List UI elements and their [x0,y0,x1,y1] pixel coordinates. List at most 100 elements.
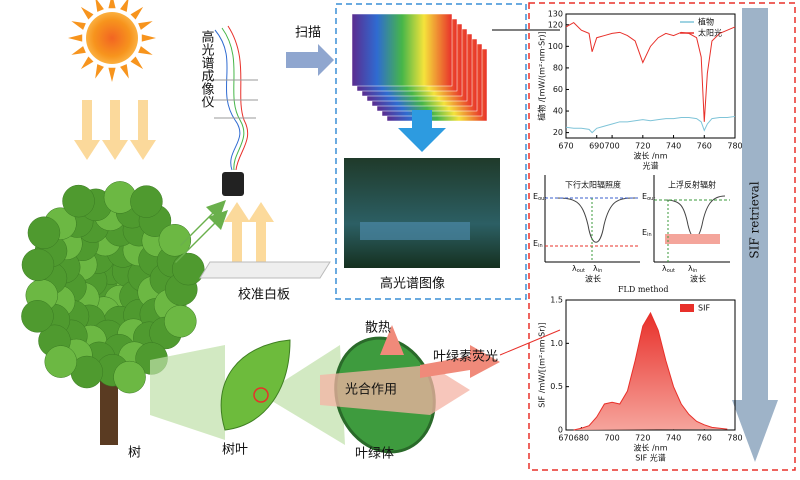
fld-up: 上浮反射辐射 [668,180,716,190]
sub: out [667,268,675,274]
x-tick-label: 680 [574,434,589,443]
legend-label: 太阳光 [698,28,722,38]
fld-ein: Ein [533,239,543,249]
x-axis-label: 波长 /nm [633,443,667,453]
subtitle: SIF 光谱 [635,453,666,463]
sun-ray [130,6,144,20]
imaging-box [335,3,527,300]
x-tick-label: 670 [558,434,573,443]
x-tick-label: 760 [697,142,712,151]
sub: out [577,268,585,274]
board-label: 校准白板 [238,287,290,303]
x-tick-label: 700 [604,434,619,443]
x-tick-label: 700 [604,142,619,151]
fld-down: 下行太阳辐照度 [565,180,621,190]
y-axis-label: 植物 /[mW/(m²·nm·Sr)] [537,31,547,120]
fluor-label: 叶绿素荧光 [433,350,498,365]
y-tick-label: 100 [548,42,563,51]
foliage [172,252,205,286]
hyperspectral-photo [344,158,500,268]
photo-label: 光合作用 [345,383,397,398]
legend-swatch [680,304,694,312]
sym: E [642,192,647,201]
sun-ray [80,56,94,70]
y-axis-label: SIF /mW/[(m²·nm·Sr)] [538,322,547,407]
sym: λ [688,264,693,273]
foliage [44,345,78,378]
camera [222,172,244,196]
foliage [27,216,61,250]
water [360,222,470,240]
y-tick-label: 120 [548,20,563,29]
pointer [499,329,561,356]
sun-ray [141,34,156,42]
fld-panel [544,175,730,263]
x-tick-label: 740 [666,142,681,151]
x-tick-label: 690 [589,142,604,151]
sym: λ [593,264,598,273]
retrieval-arrow [732,8,778,462]
sun-ray [108,67,116,82]
y-tick-label: 40 [553,107,563,116]
scan-arrow [286,44,334,76]
sym: λ [662,264,667,273]
leaf [220,339,291,431]
sun-ray [138,21,153,30]
foliage [158,224,192,257]
fld-lout: λout [662,264,675,274]
fld-eout: Eout [533,192,546,202]
plot-frame [565,299,736,431]
foliage [164,305,197,338]
sun-ray [95,0,104,12]
fld-x: 波长 [585,274,601,284]
chloroplast-label: 叶绿体 [355,447,394,462]
sym: E [533,239,538,248]
sub: in [538,243,543,249]
area [573,311,728,431]
heat-arrow [380,325,404,355]
y-tick-label: 80 [553,63,563,72]
sun-ray [95,64,104,79]
x-tick-label: 780 [727,434,742,443]
subtitle: 光谱 [643,161,659,171]
sun-ray [108,0,116,9]
reflect-arrows [175,200,228,263]
sub: in [647,232,652,238]
sun-ray [68,34,83,42]
imager-label: 高光谱成像仪 [199,29,215,108]
sub: out [647,196,655,202]
white-board [199,261,331,279]
sun-ray [80,6,94,20]
down-arrow [398,110,446,152]
zoom-cone [150,345,225,440]
foliage [21,300,54,333]
band-layer [351,13,453,87]
sym: E [642,228,647,237]
y-tick-label: 1.5 [550,296,563,305]
sub: in [598,268,603,274]
sub: out [538,196,546,202]
foliage [21,248,55,282]
y-tick-label: 60 [553,85,563,94]
y-tick-label: 1.0 [550,339,563,348]
x-tick-label: 720 [635,142,650,151]
x-axis-label: 波长 /nm [633,151,667,161]
sym: λ [572,264,577,273]
fld-x: 波长 [690,274,706,284]
line [565,115,736,134]
scan-label: 扫描 [295,26,321,41]
fld-lin: λin [593,264,602,274]
fld-lin: λin [688,264,697,274]
y-tick-label: 0 [558,426,563,435]
x-tick-label: 670 [558,142,573,151]
plot-frame [565,13,736,139]
tree-label: 树 [128,446,141,461]
light-arrows [74,100,274,262]
sub: in [693,268,698,274]
y-tick-label: 0.5 [550,382,563,391]
zoom-cone [262,345,345,445]
fld-eout: Eout [642,192,655,202]
fld-lout: λout [572,264,585,274]
legend-label: 植物 [698,17,714,27]
